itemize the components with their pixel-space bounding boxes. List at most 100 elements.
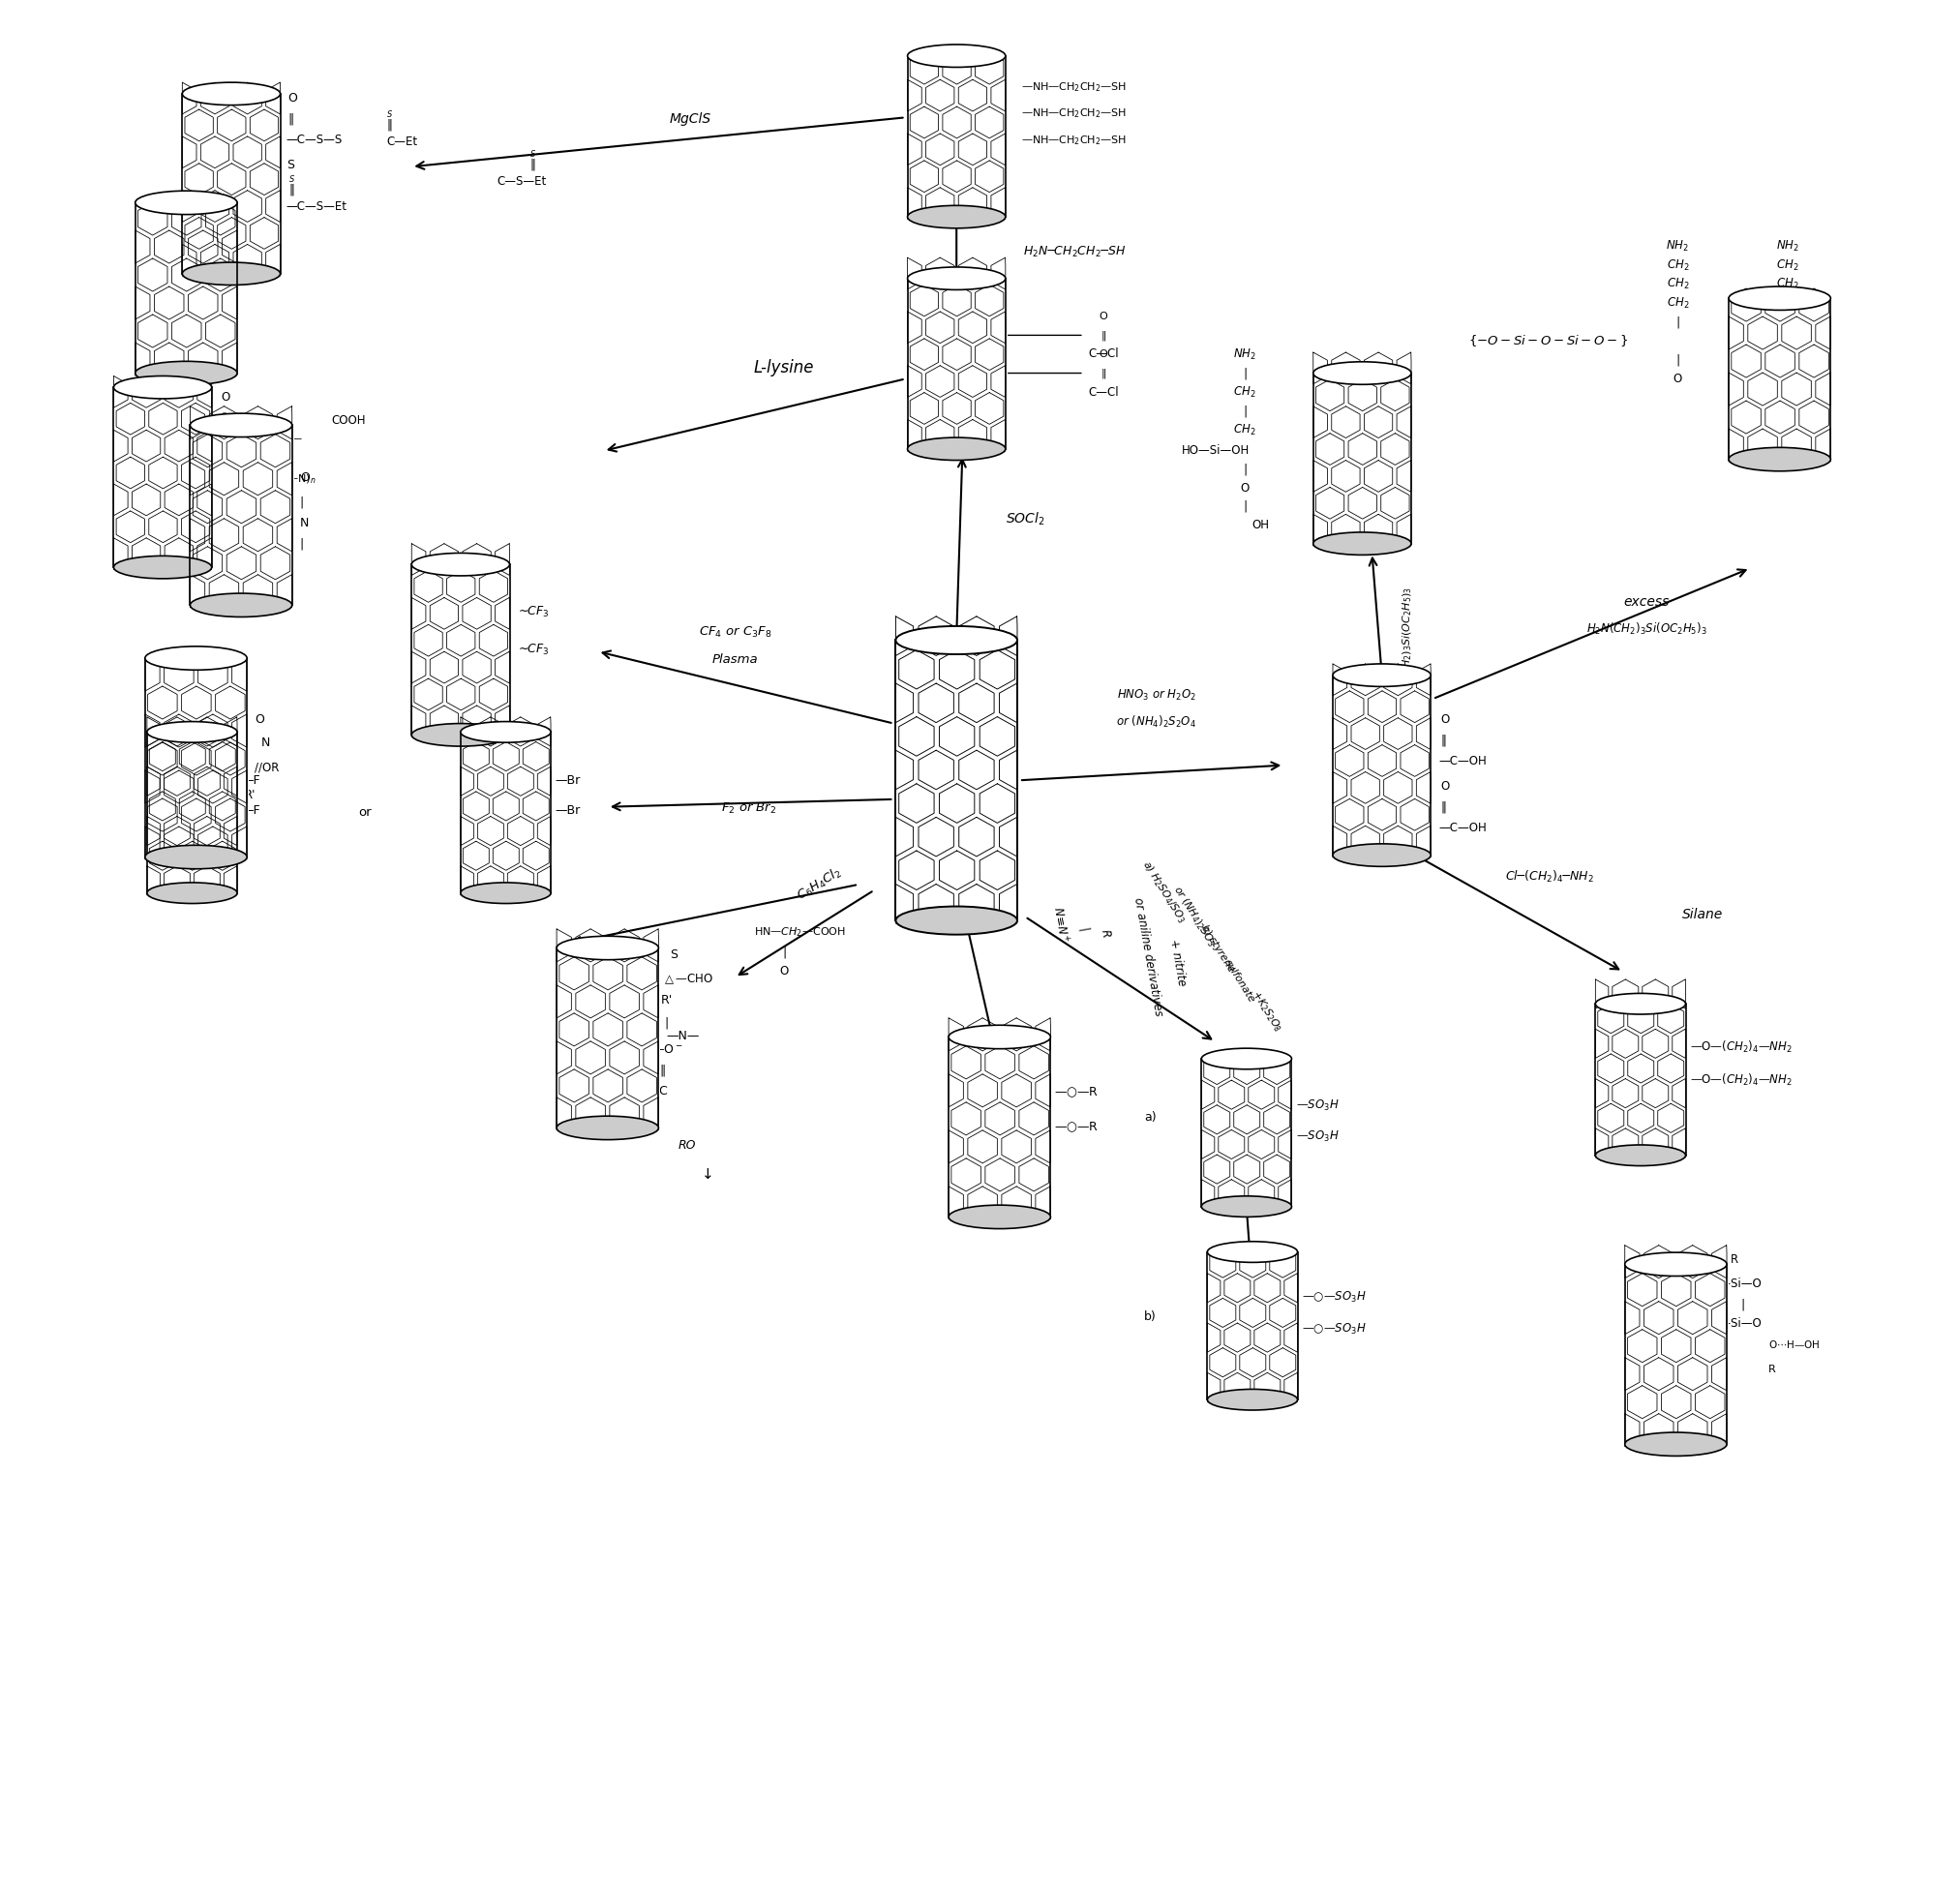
Text: $\triangle$—CHO: $\triangle$—CHO [662,972,713,987]
Text: —NH—CH$_2$CH$_2$—SH: —NH—CH$_2$CH$_2$—SH [1021,133,1127,148]
Text: $\overset{S}{\|}$: $\overset{S}{\|}$ [288,172,294,199]
Text: ‖: ‖ [1102,330,1105,341]
Text: $NH_2$: $NH_2$ [1666,239,1690,254]
Text: S: S [670,949,678,960]
Ellipse shape [907,206,1005,227]
Text: $NH_2$: $NH_2$ [1233,347,1256,362]
Ellipse shape [1207,1388,1298,1411]
Text: $|$: $|$ [1786,314,1789,330]
Text: OH: OH [1252,519,1268,530]
Text: $|$: $|$ [1740,1297,1744,1313]
Ellipse shape [907,438,1005,460]
Ellipse shape [182,263,280,284]
Text: O—Si—O: O—Si—O [1711,1318,1762,1330]
Text: or $(NH_4)_2SO_3$: or $(NH_4)_2SO_3$ [1170,884,1217,949]
Text: —C—S—S: —C—S—S [286,134,343,146]
Ellipse shape [949,1205,1051,1229]
Text: $CH_2$: $CH_2$ [1776,295,1799,311]
Text: $CH_2$: $CH_2$ [1233,422,1256,438]
Text: N: N [300,517,310,528]
Ellipse shape [114,375,212,400]
Text: |: | [664,1017,668,1028]
Text: O: O [255,714,265,725]
Bar [906,273,1007,455]
Text: excess: excess [1623,595,1670,610]
Text: a): a) [1145,1112,1156,1123]
Text: O: O [780,966,788,977]
Bar [1331,670,1433,860]
Ellipse shape [145,646,247,670]
Text: $H_2N(CH_2)_3Si(OC_2H_5)_3$: $H_2N(CH_2)_3Si(OC_2H_5)_3$ [1586,621,1707,636]
Text: R': R' [245,790,257,801]
Text: $|$: $|$ [1676,314,1680,330]
Text: $|$: $|$ [1076,924,1092,932]
Text: $|$: $|$ [1676,352,1680,367]
Text: HO$\cdots$H$\cdots$O—Si: HO$\cdots$H$\cdots$O—Si [1656,1339,1727,1350]
Text: O: O [1100,348,1107,360]
Text: —$\bigcirc$—$SO_3H$: —$\bigcirc$—$SO_3H$ [1301,1290,1366,1305]
Text: $\overset{S}{\|}$: $\overset{S}{\|}$ [386,108,392,134]
Text: $\sim\!\!CF_3$: $\sim\!\!CF_3$ [515,642,549,657]
Text: $(CH_2)_4NH_2$: $(CH_2)_4NH_2$ [220,513,276,525]
Bar [188,420,294,610]
Ellipse shape [557,936,659,960]
Ellipse shape [145,845,247,869]
Text: N: N [261,737,270,748]
Ellipse shape [1333,665,1431,688]
Ellipse shape [147,883,237,903]
Text: O: O [221,392,231,403]
Bar [1623,1258,1729,1451]
Text: $CH_2$: $CH_2$ [1776,258,1799,273]
Ellipse shape [1625,1432,1727,1456]
Text: HO—Si—OH: HO—Si—OH [1182,445,1249,456]
Text: $|$: $|$ [1243,498,1247,513]
Ellipse shape [190,413,292,438]
Text: HO—Si: HO—Si [1684,1364,1719,1375]
Text: Silane: Silane [1682,907,1723,922]
Text: —$\bigcirc$—R: —$\bigcirc$—R [1054,1119,1100,1135]
Text: —C—N(CH$_2$)$_4$—: —C—N(CH$_2$)$_4$— [220,434,304,445]
Text: $|$: $|$ [1786,352,1789,367]
Text: C—Cl: C—Cl [1088,348,1119,360]
Ellipse shape [412,724,510,746]
Text: O: O [1441,780,1450,792]
Text: $H_2N(CH_2)_3Si(OC_2H_5)_3$: $H_2N(CH_2)_3Si(OC_2H_5)_3$ [1401,587,1415,701]
Text: O$\cdots$H—OH: O$\cdots$H—OH [1768,1339,1819,1350]
Ellipse shape [114,557,212,580]
Text: C: C [659,1085,666,1097]
Bar [145,725,239,900]
Text: —F: —F [241,805,261,816]
Bar [112,383,214,572]
Ellipse shape [1313,532,1411,555]
Ellipse shape [1729,447,1831,472]
Text: $CH_2$: $CH_2$ [1666,258,1690,273]
Bar [894,634,1019,926]
Text: —O—$(CH_2)_4$—$NH_2$: —O—$(CH_2)_4$—$NH_2$ [1690,1040,1791,1055]
Text: $F_2$ or $Br_2$: $F_2$ or $Br_2$ [721,801,776,816]
Text: O: O [1441,714,1450,725]
Text: O: O [1100,311,1107,322]
Text: —$SO_3H$: —$SO_3H$ [1296,1099,1339,1114]
Text: $|$: $|$ [1243,403,1247,419]
Text: —F: —F [241,775,261,786]
Text: —NH—CH$_2$CH$_2$—SH: —NH—CH$_2$CH$_2$—SH [1021,106,1127,121]
Bar [180,87,282,278]
Text: R: R [1731,1254,1739,1265]
Text: O: O [300,472,310,483]
Text: —$\bigcirc$—R: —$\bigcirc$—R [1054,1085,1100,1100]
Text: $\|$: $\|$ [659,1063,666,1078]
Text: $CH_2$: $CH_2$ [1666,277,1690,292]
Text: $\sim\!\!CF_3$: $\sim\!\!CF_3$ [515,604,549,619]
Bar [410,559,512,741]
Text: $+K_2S_2O_8$: $+K_2S_2O_8$ [1249,989,1284,1034]
Text: $|$: $|$ [782,945,786,960]
Bar [143,652,249,864]
Text: Plasma: Plasma [711,653,759,665]
Ellipse shape [412,553,510,576]
Bar [1200,1053,1294,1212]
Text: $C_6H_4Cl_2$: $C_6H_4Cl_2$ [794,866,845,903]
Bar [906,49,1007,222]
Text: RO: RO [590,1102,608,1114]
Text: $\{-O-Si-O-Si-O-\}$: $\{-O-Si-O-Si-O-\}$ [1468,333,1629,348]
Text: //OR: //OR [255,761,280,773]
